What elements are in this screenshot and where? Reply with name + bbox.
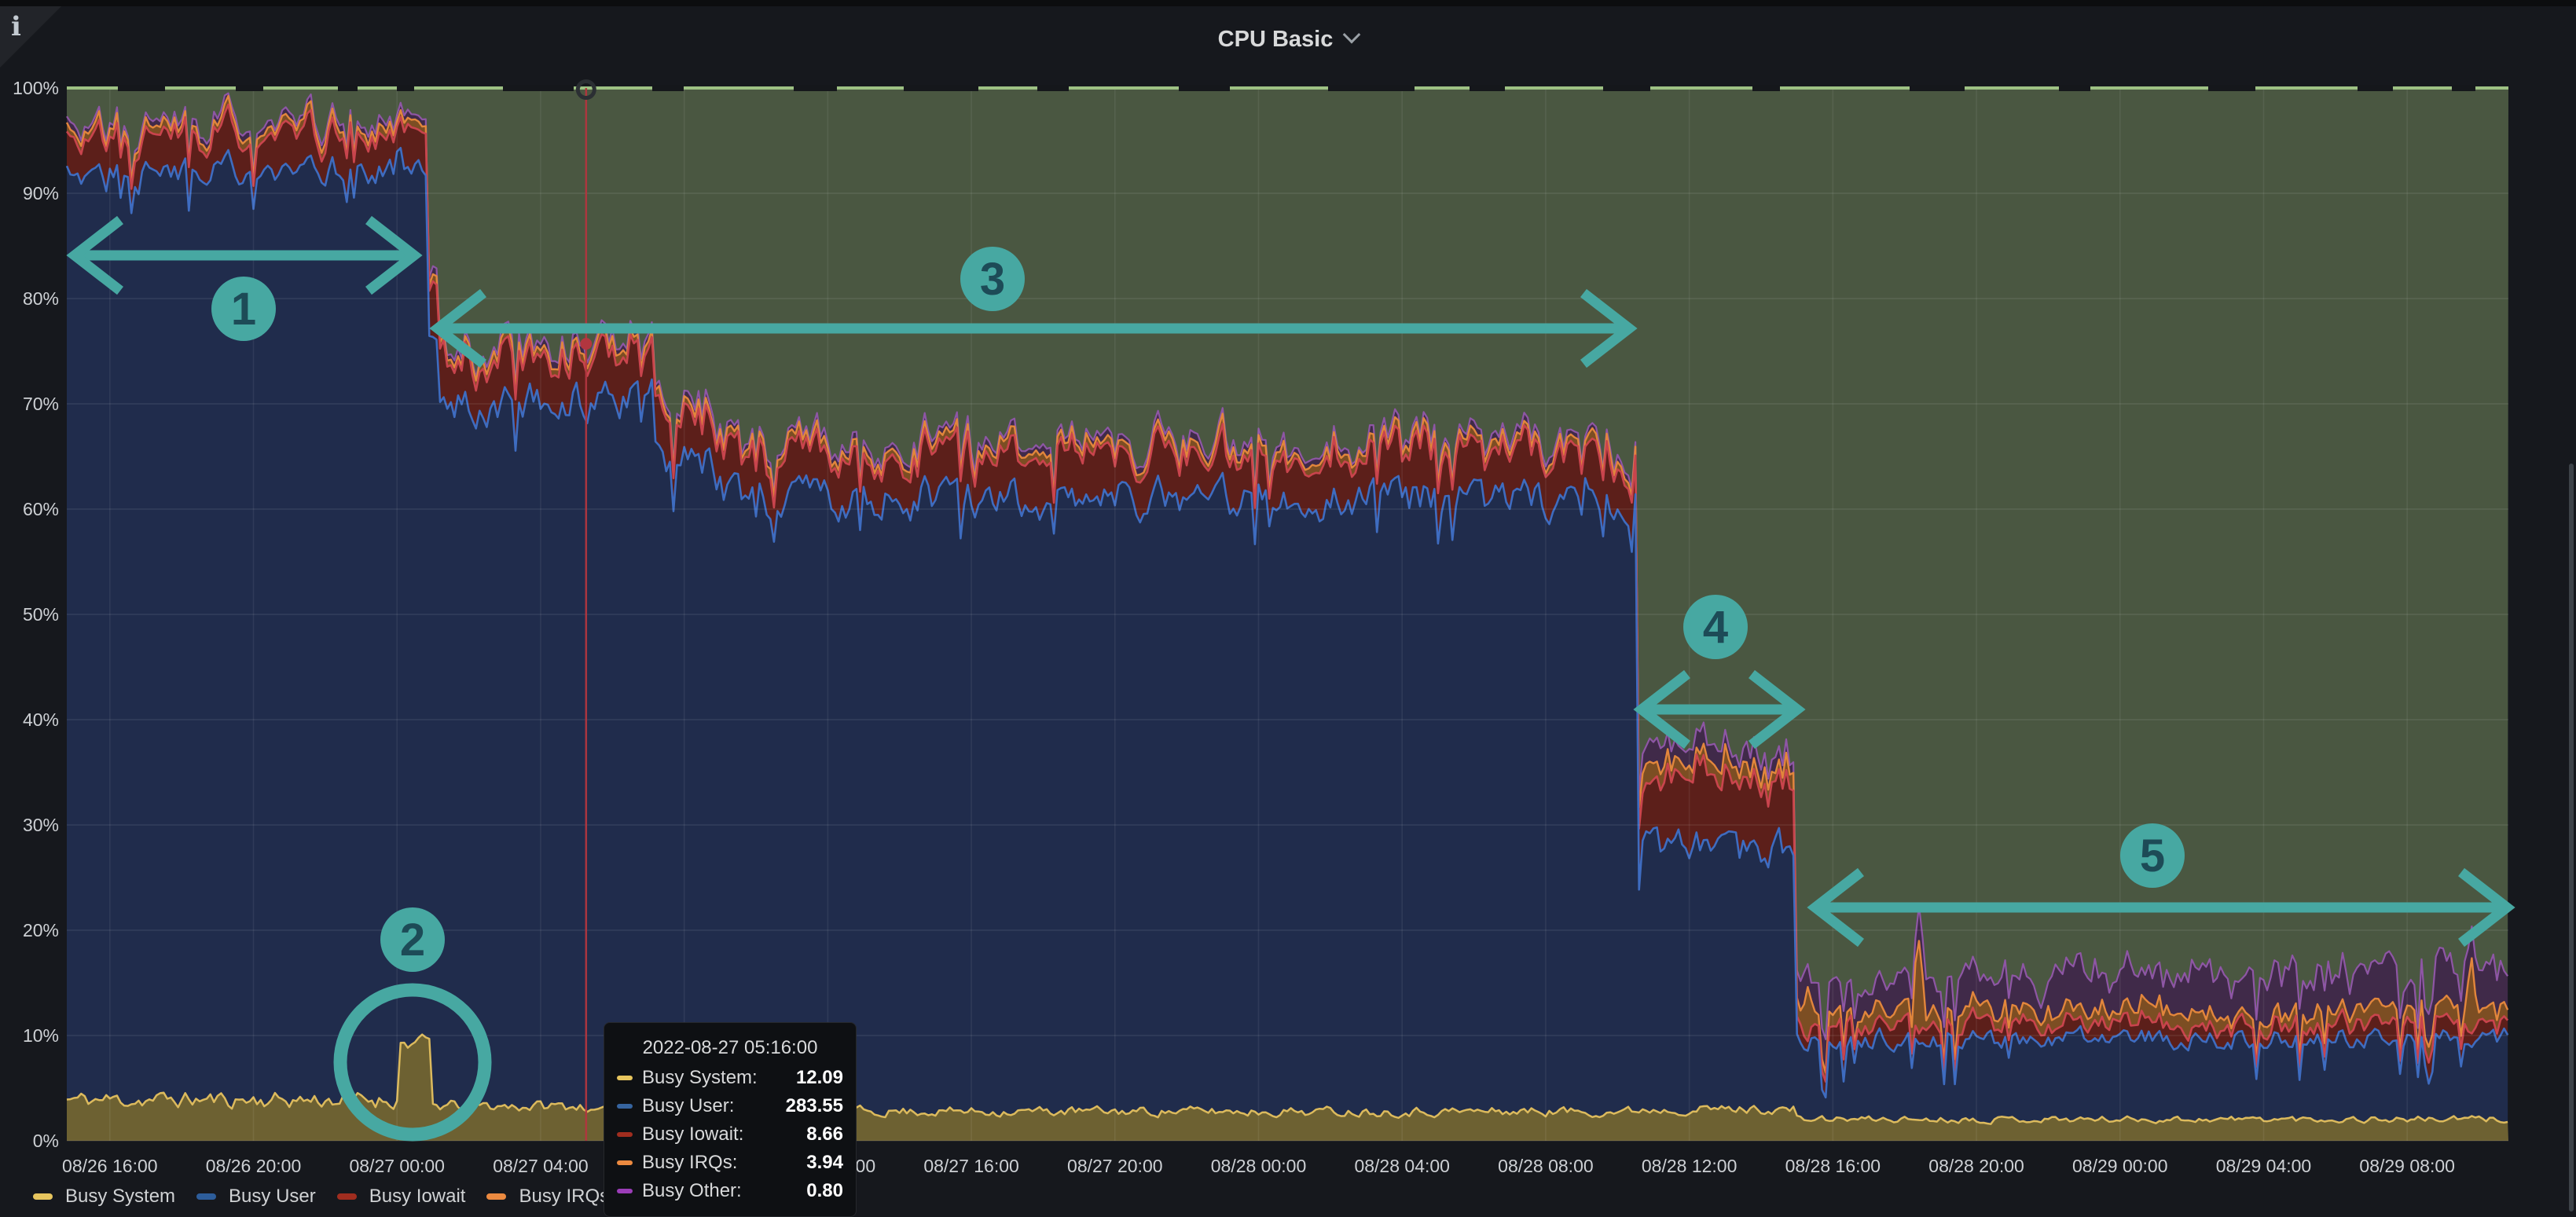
svg-text:2: 2: [400, 915, 425, 966]
legend-swatch: [337, 1193, 357, 1200]
x-axis-label: 08/26 20:00: [206, 1156, 302, 1176]
x-axis-label: 08/28 04:00: [1354, 1156, 1450, 1176]
series-swatch: [617, 1104, 633, 1109]
svg-text:1: 1: [231, 284, 256, 335]
crosshair-point-icon: [580, 338, 592, 350]
x-axis-label: 08/29 00:00: [2072, 1156, 2168, 1176]
tooltip-row: Busy User:283.55: [617, 1092, 843, 1120]
x-axis-label: 08/26 16:00: [62, 1156, 158, 1176]
y-axis-label: 70%: [23, 394, 59, 414]
tooltip-row: Busy System:12.09: [617, 1064, 843, 1092]
x-axis-label: 08/27 00:00: [349, 1156, 445, 1176]
x-axis-label: 08/28 20:00: [1928, 1156, 2024, 1176]
svg-text:4: 4: [1703, 602, 1728, 653]
cpu-usage-chart[interactable]: 0% 10% 20% 30% 40% 50% 60% 70% 80% 90% 100% 08/26 1…: [0, 0, 2576, 1212]
tooltip-timestamp: 2022-08-27 05:16:00: [617, 1032, 843, 1064]
y-axis-label: 40%: [23, 709, 59, 730]
series-swatch: [617, 1076, 633, 1080]
chart-tooltip: 2022-08-27 05:16:00 Busy System:12.09 Bu…: [604, 1022, 857, 1217]
y-axis-label: 100%: [13, 78, 59, 98]
x-axis-label: 08/29 08:00: [2359, 1156, 2455, 1176]
y-axis-label: 0%: [33, 1131, 59, 1151]
y-axis-label: 20%: [23, 920, 59, 940]
svg-text:3: 3: [980, 254, 1005, 305]
y-axis-label: 90%: [23, 183, 59, 203]
page-scrollbar[interactable]: [2568, 0, 2574, 1212]
y-axis-label: 80%: [23, 288, 59, 309]
step-badge-2: 2: [380, 907, 445, 972]
tooltip-row: Busy Other:0.80: [617, 1177, 843, 1205]
tooltip-row: Busy IRQs:3.94: [617, 1149, 843, 1177]
y-axis-label: 50%: [23, 604, 59, 625]
x-axis-label: 08/27 20:00: [1067, 1156, 1163, 1176]
step-badge-4: 4: [1683, 595, 1748, 659]
step-badge-5: 5: [2120, 823, 2185, 888]
step-badge-1: 1: [211, 277, 276, 341]
series-swatch: [617, 1189, 633, 1193]
x-axis-label: 08/28 00:00: [1211, 1156, 1307, 1176]
x-axis-label: 08/28 12:00: [1642, 1156, 1738, 1176]
step-badge-3: 3: [960, 247, 1025, 311]
series-swatch: [617, 1132, 633, 1137]
scrollbar-thumb[interactable]: [2569, 464, 2574, 1212]
y-axis-label: 60%: [23, 499, 59, 519]
x-axis-label: 08/28 16:00: [1785, 1156, 1881, 1176]
legend-swatch: [33, 1193, 53, 1200]
y-axis-label: 30%: [23, 815, 59, 835]
legend-swatch: [486, 1193, 506, 1200]
x-axis-label: 08/29 04:00: [2216, 1156, 2312, 1176]
legend-swatch: [196, 1193, 216, 1200]
x-axis-label: 08/27 16:00: [923, 1156, 1019, 1176]
chart-legend: Busy System Busy User Busy Iowait Busy I…: [33, 1183, 630, 1210]
tooltip-row: Busy Iowait:8.66: [617, 1120, 843, 1149]
legend-item-busy-user[interactable]: Busy User: [196, 1186, 316, 1208]
legend-item-busy-irqs[interactable]: Busy IRQs: [486, 1186, 609, 1208]
x-axis-label: 08/27 04:00: [493, 1156, 589, 1176]
legend-item-busy-iowait[interactable]: Busy Iowait: [337, 1186, 466, 1208]
svg-text:5: 5: [2140, 830, 2165, 882]
y-axis-label: 10%: [23, 1025, 59, 1046]
x-axis-label: 08/28 08:00: [1498, 1156, 1594, 1176]
series-swatch: [617, 1160, 633, 1165]
legend-item-busy-system[interactable]: Busy System: [33, 1186, 175, 1208]
